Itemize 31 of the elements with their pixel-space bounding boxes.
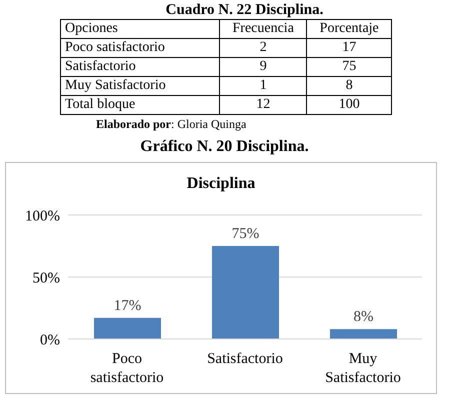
data-label: 100	[306, 96, 392, 114]
bar	[212, 246, 279, 339]
data-label: 1	[220, 76, 307, 96]
x-tick-label: Muy Satisfactorio	[325, 351, 401, 386]
text: Elaborado por: Gloria Quinga	[96, 117, 248, 132]
data-label: 17%	[114, 298, 142, 314]
data-label: 8	[306, 76, 392, 96]
data-label: 2	[220, 38, 307, 58]
data-label: 17	[306, 38, 392, 58]
data-label: 75	[306, 58, 392, 76]
category-label: Total bloque	[60, 96, 220, 114]
x-tick-label: Poco satisfactorio	[90, 351, 164, 386]
y-tick-label: 0%	[40, 332, 60, 348]
x-tick-label: Satisfactorio	[207, 351, 283, 367]
data-label: 8%	[354, 309, 374, 326]
bar	[94, 318, 161, 339]
chart-title: Gráfico N. 20 Disciplina.	[139, 138, 310, 156]
text: Opciones	[60, 20, 220, 38]
data-label: 9	[220, 58, 307, 76]
y-tick-label: 100%	[25, 208, 60, 224]
category-label: Muy Satisfactorio	[60, 76, 220, 96]
text: Porcentaje	[306, 20, 392, 38]
bar	[330, 329, 397, 339]
text: Cuadro N. 22 Disciplina.	[164, 2, 324, 19]
chart-subtitle: Disciplina	[186, 175, 256, 193]
data-label: 12	[220, 96, 307, 114]
y-tick-label: 50%	[32, 270, 60, 286]
category-label: Poco satisfactorio	[60, 38, 220, 58]
text: Frecuencia	[220, 20, 307, 38]
category-label: Satisfactorio	[60, 58, 220, 76]
data-label: 75%	[232, 226, 260, 242]
